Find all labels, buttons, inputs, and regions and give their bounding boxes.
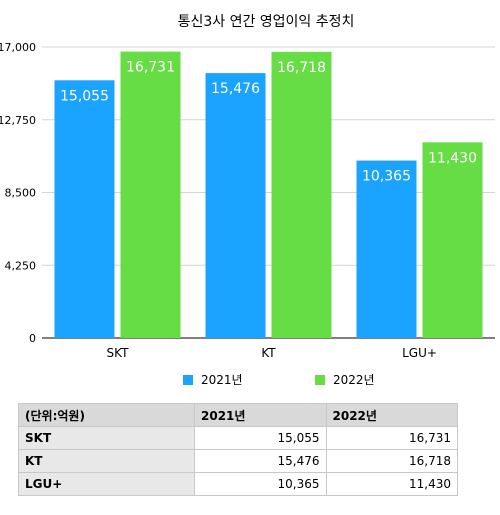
table-cell: 15,055 (194, 426, 327, 450)
data-table: (단위:억원) 2021년 2022년 SKT 15,055 16,731 KT… (18, 403, 458, 496)
bar-value-label: 16,718 (277, 60, 326, 76)
table-row: KT 15,476 16,718 (18, 449, 458, 473)
table-row-label: LGU+ (18, 472, 195, 496)
bar-chart: 통신3사 연간 영업이익 추정치 0 4,250 8,500 12,750 17,000… (0, 14, 495, 360)
table-row: SKT 15,055 16,731 (18, 426, 458, 450)
bar-skt-2021 (54, 80, 115, 338)
y-tick-label: 4,250 (5, 259, 37, 272)
table-cell: 16,731 (325, 426, 458, 450)
bar-value-label: 15,476 (211, 81, 260, 97)
bar-value-label: 11,430 (428, 150, 477, 166)
legend-item-2022: 2022년 (315, 371, 375, 388)
bar-skt-2022 (120, 51, 181, 339)
bar-value-label: 10,365 (362, 169, 411, 185)
chart-legend: 2021년 2022년 (0, 371, 500, 387)
table-col-header-2021: 2021년 (194, 403, 327, 427)
x-category-label: LGU+ (402, 346, 437, 360)
table-col-header-2022: 2022년 (325, 403, 458, 427)
bar-value-label: 15,055 (60, 88, 109, 104)
legend-swatch-2022 (315, 374, 325, 385)
table-row-label: KT (18, 449, 195, 473)
chart-title: 통신3사 연간 영업이익 추정치 (178, 14, 355, 30)
legend-swatch-2021 (183, 374, 193, 385)
table-unit-header: (단위:억원) (18, 403, 195, 427)
bar-lgu-2022 (422, 142, 483, 338)
bar-value-label: 16,731 (126, 60, 175, 76)
bar-kt-2022 (271, 51, 332, 338)
bar-lgu-2021 (356, 160, 417, 338)
table-cell: 10,365 (194, 472, 327, 496)
y-tick-label: 0 (29, 332, 36, 345)
legend-item-2021: 2021년 (183, 371, 243, 388)
x-category-label: KT (261, 346, 276, 360)
table-cell: 11,430 (325, 472, 458, 496)
y-tick-label: 17,000 (0, 41, 36, 54)
table-header-row: (단위:억원) 2021년 2022년 (18, 403, 458, 427)
table-cell: 15,476 (194, 449, 327, 473)
bar-kt-2021 (205, 73, 266, 339)
table-row: LGU+ 10,365 11,430 (18, 472, 458, 496)
y-tick-label: 8,500 (5, 187, 37, 200)
table-cell: 16,718 (325, 449, 458, 473)
table-row-label: SKT (18, 426, 195, 450)
legend-label-2022: 2022년 (333, 373, 375, 387)
x-category-label: SKT (107, 346, 130, 360)
legend-label-2021: 2021년 (201, 373, 243, 387)
y-tick-label: 12,750 (0, 114, 36, 127)
